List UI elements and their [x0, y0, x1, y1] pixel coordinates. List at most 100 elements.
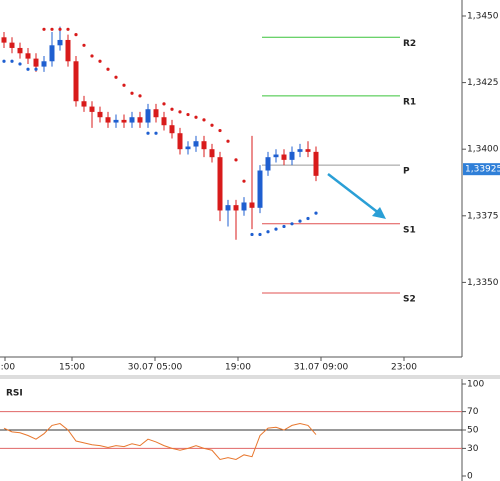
candle-body [41, 61, 47, 67]
candle-body [209, 149, 215, 158]
candle-body [281, 154, 287, 160]
candle-body [9, 42, 15, 48]
sar-dot [202, 118, 206, 122]
sar-dot [146, 131, 150, 135]
sar-dot [42, 27, 46, 31]
sar-dot [298, 219, 302, 223]
candle-body [273, 154, 279, 158]
panel-separator [0, 375, 500, 379]
candle-body [81, 101, 87, 107]
sar-dot [306, 216, 310, 221]
y-tick-label: 0 [467, 472, 473, 481]
rsi-line [3, 423, 317, 460]
candle-body [97, 111, 103, 118]
x-tick-label: 19:00 [225, 363, 251, 373]
x-tick-label: 30.07 05:00 [128, 363, 183, 373]
current-price-label: 1,33925 [465, 165, 500, 175]
sar-dot [114, 75, 118, 79]
sar-dot [290, 222, 294, 226]
x-tick-label: 31.07 09:00 [294, 363, 349, 373]
candle-body [105, 117, 111, 123]
pivot-label: P [403, 167, 410, 177]
x-tick-label: 1:00 [0, 363, 15, 373]
candle-body [305, 149, 311, 152]
candle-body [241, 202, 247, 211]
sar-dot [266, 230, 270, 234]
sar-dot [122, 83, 126, 87]
candle-body [73, 61, 79, 102]
candle-body [145, 109, 151, 123]
candle-body [289, 151, 295, 160]
sar-dot [210, 123, 214, 127]
sar-dot [10, 59, 14, 63]
sar-dot [186, 112, 190, 117]
candle-body [153, 109, 159, 118]
sar-dot [226, 139, 230, 143]
candle-body [137, 117, 143, 123]
sar-dot [58, 27, 62, 31]
y-tick-label: 1,3450 [467, 11, 499, 21]
y-tick-label: 1,3425 [467, 78, 499, 88]
sar-dot [138, 94, 142, 98]
y-tick-label: 1,3400 [467, 145, 499, 155]
sar-dot [162, 102, 166, 106]
candle-body [177, 133, 183, 150]
candle-body [217, 157, 223, 211]
sar-dot [82, 43, 86, 47]
sar-dot [178, 110, 182, 114]
sar-dot [154, 131, 158, 135]
candle-body [185, 146, 191, 150]
candle-body [89, 106, 95, 112]
sar-dot [314, 211, 318, 215]
sar-dot [18, 62, 22, 66]
sar-dot [258, 232, 262, 237]
arrow-shaft [327, 173, 381, 215]
candle-body [225, 205, 231, 211]
sar-dot [130, 91, 134, 95]
sar-dot [170, 107, 174, 111]
candle-body [249, 202, 255, 208]
y-tick-label: 70 [467, 407, 479, 417]
trend-arrow [327, 173, 386, 219]
sar-dot [74, 33, 78, 37]
sar-dot [274, 227, 278, 231]
candle-body [233, 205, 239, 211]
sar-dot [218, 128, 222, 133]
y-tick-label: 1,3350 [467, 278, 499, 288]
candle-body [33, 58, 39, 67]
candle-body [121, 119, 127, 123]
pivot-label: S1 [403, 225, 416, 235]
sar-dot [50, 27, 54, 31]
current-price-tag [463, 163, 500, 176]
sar-dot [26, 67, 30, 71]
arrow-head [372, 207, 386, 219]
y-tick-label: 50 [467, 426, 479, 436]
sar-dot [234, 158, 238, 162]
candle-body [297, 149, 303, 152]
candle-body [57, 39, 63, 46]
sar-dot [90, 54, 94, 58]
candle-body [193, 141, 199, 147]
candle-body [265, 157, 271, 171]
y-tick-label: 30 [467, 444, 479, 454]
sar-dot [98, 59, 102, 63]
pivot-label: R1 [403, 97, 416, 107]
candle-body [65, 39, 71, 62]
candle-body [17, 47, 23, 54]
pivot-label: S2 [403, 295, 416, 305]
candle-body [129, 117, 135, 123]
sar-dot [282, 224, 286, 229]
sar-dot [66, 27, 70, 31]
rsi-title: RSI [6, 389, 23, 399]
sar-dot [34, 67, 38, 71]
y-tick-label: 1,3375 [467, 211, 499, 221]
x-tick-label: 15:00 [59, 363, 85, 373]
candle-body [113, 119, 119, 123]
sar-dot [250, 232, 254, 237]
sar-dot [194, 115, 198, 119]
candle-body [313, 151, 319, 176]
x-tick-label: 23:00 [391, 363, 417, 373]
